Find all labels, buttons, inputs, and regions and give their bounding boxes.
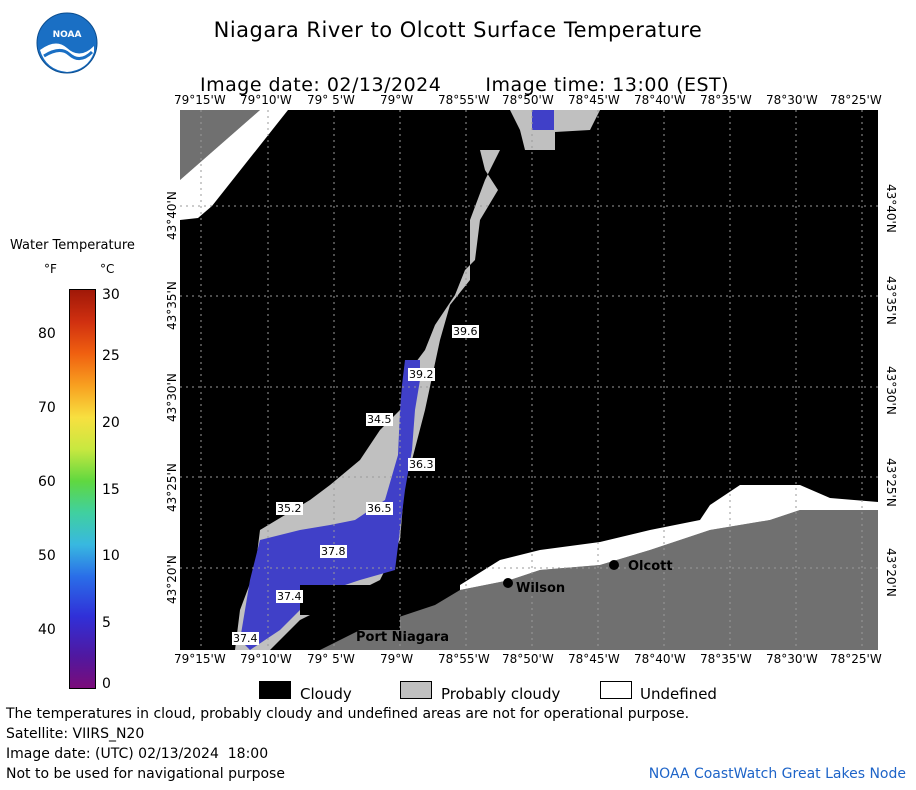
lat-tick-left: 43°30'N xyxy=(165,373,179,422)
image-date: Image date: 02/13/2024 xyxy=(200,74,442,96)
footer-utc-date: Image date: (UTC) 02/13/2024 18:00 xyxy=(6,746,269,762)
lon-tick-bottom: 78°30'W xyxy=(766,652,818,666)
lon-tick-bottom: 78°50'W xyxy=(502,652,554,666)
legend-swatch-cloudy xyxy=(259,681,291,699)
lon-tick-bottom: 79°10'W xyxy=(240,652,292,666)
lon-tick-top: 79°W xyxy=(380,93,414,107)
map-subtitle: Image date: 02/13/2024 Image time: 13:00 … xyxy=(0,52,916,96)
colorbar-title: Water Temperature xyxy=(10,238,135,253)
probably-cloudy-top xyxy=(510,110,600,150)
temp-label: 35.2 xyxy=(276,502,303,515)
temp-label: 36.5 xyxy=(366,502,393,515)
f-tick-40: 40 xyxy=(38,622,56,638)
colorbar xyxy=(69,289,96,689)
temp-label: 39.2 xyxy=(408,368,435,381)
lon-tick-top: 79° 5'W xyxy=(307,93,355,107)
c-tick-10: 10 xyxy=(102,548,120,564)
legend-label-probably-cloudy: Probably cloudy xyxy=(441,685,561,703)
legend-swatch-probably-cloudy xyxy=(400,681,432,699)
place-wilson: Wilson xyxy=(516,581,566,596)
lat-tick-right: 43°25'N xyxy=(884,458,898,507)
lat-tick-left: 43°40'N xyxy=(165,191,179,240)
lon-tick-bottom: 78°25'W xyxy=(830,652,882,666)
cloud-patch xyxy=(320,610,400,630)
f-tick-70: 70 xyxy=(38,400,56,416)
c-tick-30: 30 xyxy=(102,287,120,303)
footer-satellite: Satellite: VIIRS_N20 xyxy=(6,726,145,742)
map-graphic xyxy=(180,110,878,650)
c-tick-20: 20 xyxy=(102,415,120,431)
c-tick-15: 15 xyxy=(102,482,120,498)
image-time: Image time: 13:00 (EST) xyxy=(485,74,730,96)
footer-credit[interactable]: NOAA CoastWatch Great Lakes Node xyxy=(648,766,906,782)
noaa-logo: NOAA xyxy=(36,12,98,74)
lon-tick-bottom: 79°15'W xyxy=(174,652,226,666)
lat-tick-right: 43°30'N xyxy=(884,366,898,415)
lat-tick-left: 43°20'N xyxy=(165,555,179,604)
unit-f: °F xyxy=(44,262,57,276)
undefined-shore-nw xyxy=(180,110,288,220)
legend-label-cloudy: Cloudy xyxy=(300,685,352,703)
unit-c: °C xyxy=(100,262,115,276)
temp-label: 36.3 xyxy=(408,458,435,471)
lon-tick-top: 79°10'W xyxy=(240,93,292,107)
cold-water-top xyxy=(532,110,554,130)
footer-navigation-note: Not to be used for navigational purpose xyxy=(6,766,285,782)
lon-tick-bottom: 78°55'W xyxy=(438,652,490,666)
lon-tick-top: 78°45'W xyxy=(568,93,620,107)
c-tick-0: 0 xyxy=(102,676,111,692)
place-port-niagara: Port Niagara xyxy=(356,630,449,645)
cold-water xyxy=(240,360,420,650)
lon-tick-top: 78°25'W xyxy=(830,93,882,107)
f-tick-60: 60 xyxy=(38,474,56,490)
c-tick-25: 25 xyxy=(102,348,120,364)
temp-label: 34.5 xyxy=(366,413,393,426)
map-panel[interactable]: 39.6 39.2 34.5 36.3 36.5 35.2 37.8 37.4 … xyxy=(180,110,878,650)
temp-label: 37.4 xyxy=(276,590,303,603)
lat-tick-right: 43°35'N xyxy=(884,276,898,325)
temp-label: 37.4 xyxy=(232,632,259,645)
lon-tick-bottom: 79° 5'W xyxy=(307,652,355,666)
lat-tick-right: 43°40'N xyxy=(884,184,898,233)
lon-tick-top: 78°35'W xyxy=(700,93,752,107)
map-title: Niagara River to Olcott Surface Temperat… xyxy=(213,18,703,42)
wilson-dot xyxy=(503,578,513,588)
port-niagara-dot xyxy=(343,625,353,635)
lon-tick-top: 78°50'W xyxy=(502,93,554,107)
land-us xyxy=(320,510,878,650)
lon-tick-top: 78°30'W xyxy=(766,93,818,107)
lon-tick-top: 79°15'W xyxy=(174,93,226,107)
place-olcott: Olcott xyxy=(628,559,673,574)
lat-tick-left: 43°25'N xyxy=(165,463,179,512)
probably-cloudy-plume xyxy=(235,138,500,650)
c-tick-5: 5 xyxy=(102,615,111,631)
f-tick-50: 50 xyxy=(38,548,56,564)
undefined-shore-se xyxy=(460,485,878,590)
lon-tick-top: 78°40'W xyxy=(634,93,686,107)
logo-text: NOAA xyxy=(52,30,82,40)
legend-swatch-undefined xyxy=(600,681,632,699)
lon-tick-top: 78°55'W xyxy=(438,93,490,107)
lon-tick-bottom: 78°40'W xyxy=(634,652,686,666)
lat-tick-left: 43°35'N xyxy=(165,281,179,330)
footer-disclaimer: The temperatures in cloud, probably clou… xyxy=(6,706,690,722)
olcott-dot xyxy=(609,560,619,570)
lon-tick-bottom: 78°35'W xyxy=(700,652,752,666)
temp-label: 39.6 xyxy=(452,325,479,338)
lat-tick-right: 43°20'N xyxy=(884,548,898,597)
lon-tick-bottom: 78°45'W xyxy=(568,652,620,666)
lon-tick-bottom: 79°W xyxy=(380,652,414,666)
temp-label: 37.8 xyxy=(320,545,347,558)
legend-label-undefined: Undefined xyxy=(640,685,717,703)
f-tick-80: 80 xyxy=(38,326,56,342)
